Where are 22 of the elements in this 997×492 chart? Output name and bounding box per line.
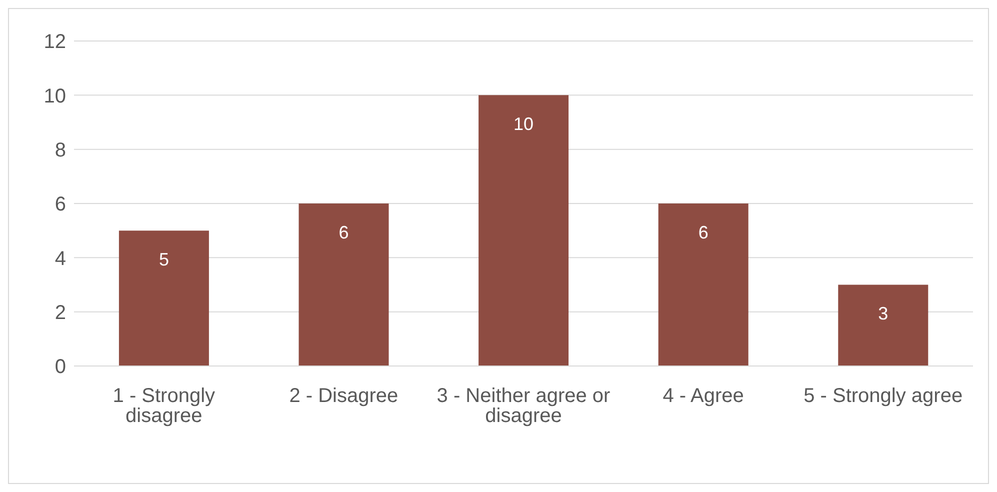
- x-tick-label: 3 - Neither agree or disagree: [436, 385, 611, 428]
- bar: [298, 204, 389, 366]
- x-tick-label: 4 - Agree: [662, 385, 744, 408]
- y-tick-label: 10: [44, 85, 66, 108]
- bar: [838, 284, 928, 366]
- y-tick-label: 4: [54, 248, 66, 270]
- data-label: 10: [514, 114, 534, 134]
- y-tick-label: 2: [54, 302, 66, 324]
- bar: [658, 204, 748, 366]
- data-label: 5: [158, 249, 169, 270]
- y-tick-label: 8: [54, 139, 66, 162]
- x-tick-label: 2 - Disagree: [289, 385, 398, 408]
- data-label: 3: [878, 304, 888, 324]
- y-tick-label: 0: [54, 356, 66, 378]
- bar: [118, 230, 209, 366]
- data-label: 6: [338, 222, 349, 242]
- bar: [478, 95, 569, 366]
- y-tick-label: 12: [44, 31, 66, 54]
- y-tick-label: 6: [54, 194, 66, 216]
- data-label: 6: [698, 222, 708, 242]
- x-tick-label: 5 - Strongly agree: [804, 385, 963, 408]
- x-tick-label: 1 - Strongly disagree: [112, 385, 216, 428]
